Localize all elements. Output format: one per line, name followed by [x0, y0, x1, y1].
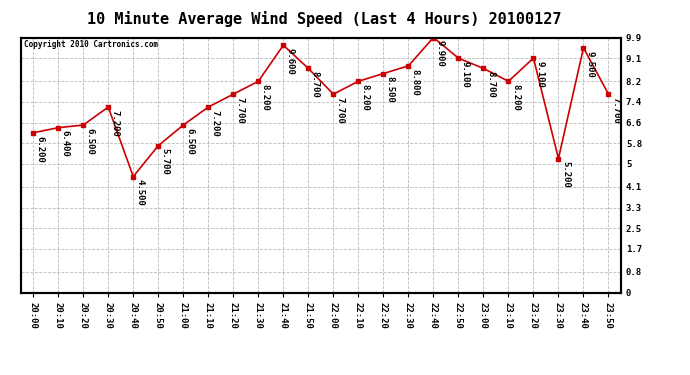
Text: 8.700: 8.700 [310, 71, 319, 98]
Text: 4.500: 4.500 [136, 179, 145, 206]
Text: 6.400: 6.400 [61, 130, 70, 157]
Text: 10 Minute Average Wind Speed (Last 4 Hours) 20100127: 10 Minute Average Wind Speed (Last 4 Hou… [87, 11, 562, 27]
Text: 6.500: 6.500 [86, 128, 95, 155]
Text: 5.200: 5.200 [561, 161, 570, 188]
Text: 9.100: 9.100 [461, 61, 470, 88]
Text: 8.200: 8.200 [261, 84, 270, 111]
Text: 8.200: 8.200 [361, 84, 370, 111]
Text: 7.200: 7.200 [210, 110, 219, 137]
Text: 9.100: 9.100 [536, 61, 545, 88]
Text: 6.200: 6.200 [36, 136, 45, 162]
Text: 9.600: 9.600 [286, 48, 295, 75]
Text: 9.900: 9.900 [436, 40, 445, 67]
Text: 7.200: 7.200 [110, 110, 119, 137]
Text: 5.700: 5.700 [161, 148, 170, 176]
Text: 8.800: 8.800 [411, 69, 420, 96]
Text: Copyright 2010 Cartronics.com: Copyright 2010 Cartronics.com [23, 40, 158, 49]
Text: 6.500: 6.500 [186, 128, 195, 155]
Text: 8.200: 8.200 [511, 84, 520, 111]
Text: 9.500: 9.500 [586, 51, 595, 78]
Text: 7.700: 7.700 [236, 97, 245, 124]
Text: 8.700: 8.700 [486, 71, 495, 98]
Text: 7.700: 7.700 [611, 97, 620, 124]
Text: 8.500: 8.500 [386, 76, 395, 103]
Text: 7.700: 7.700 [336, 97, 345, 124]
